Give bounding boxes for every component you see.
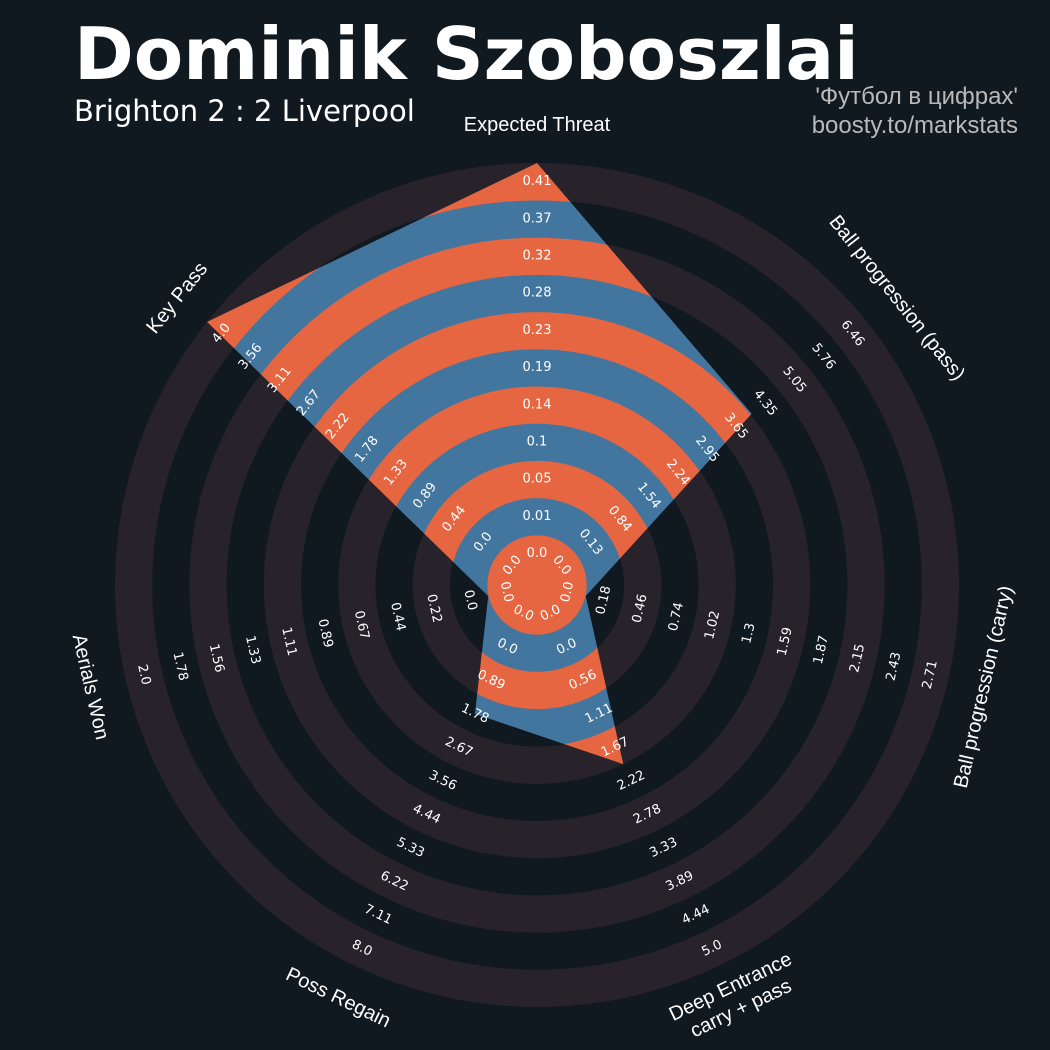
tick-label: 0.44	[387, 601, 408, 633]
tick-label: 0.0	[461, 589, 480, 613]
radar-band	[487, 535, 587, 635]
tick-label: 1.33	[242, 634, 263, 666]
radar-band	[207, 163, 752, 765]
param-label: Key Pass	[142, 258, 212, 338]
credit-line-1: 'Футбол в цифрах'	[815, 83, 1018, 110]
tick-label: 3.56	[426, 768, 459, 794]
tick-label: 4.44	[680, 902, 713, 928]
tick-label: 0.1	[527, 435, 548, 450]
tick-label: 2.43	[883, 651, 904, 683]
tick-label: 3.33	[647, 835, 680, 861]
tick-label: 0.0	[527, 546, 548, 561]
tick-label: 5.33	[394, 835, 427, 861]
tick-label: 0.67	[351, 609, 372, 641]
tick-label: 0.18	[593, 584, 614, 616]
tick-label: 2.15	[847, 642, 868, 674]
match-subtitle: Brighton 2 : 2 Liverpool	[74, 94, 415, 128]
credit-line-2: boosty.to/markstats	[811, 112, 1018, 139]
tick-label: 0.14	[523, 397, 552, 412]
param-label: Ball progression (carry)	[950, 584, 1017, 790]
tick-label: 0.41	[523, 174, 552, 189]
tick-label: 1.56	[206, 642, 227, 674]
param-label: Expected Threat	[464, 114, 611, 136]
tick-label: 0.05	[523, 472, 552, 487]
tick-label: 0.46	[630, 593, 651, 625]
param-label: Aerials Won	[67, 632, 112, 742]
tick-label: 0.32	[523, 249, 552, 264]
tick-label: 4.35	[750, 387, 780, 419]
tick-label: 1.3	[739, 622, 758, 646]
tick-label: 0.37	[523, 211, 552, 226]
radar-band	[207, 199, 752, 765]
tick-label: 0.19	[523, 360, 552, 375]
radar-polygon	[207, 163, 752, 765]
credit: 'Футбол в цифрах' boosty.to/markstats	[812, 82, 1018, 140]
tick-label: 2.71	[920, 659, 941, 691]
tick-label: 5.76	[808, 341, 838, 373]
tick-label: 0.23	[523, 323, 552, 338]
tick-label: 7.11	[362, 902, 395, 928]
tick-label: 1.87	[811, 634, 832, 666]
tick-label: 1.78	[169, 651, 190, 683]
tick-label: 1.59	[775, 626, 796, 658]
tick-label: 0.0	[558, 580, 577, 604]
tick-label: 0.01	[523, 509, 552, 524]
tick-label: 0.89	[315, 618, 336, 650]
tick-label: 2.22	[615, 768, 648, 794]
tick-label: 2.0	[134, 663, 153, 687]
tick-label: 0.74	[666, 601, 687, 633]
tick-label: 0.28	[523, 286, 552, 301]
tick-label: 0.22	[423, 593, 444, 625]
page-title: Dominik Szoboszlai	[74, 12, 859, 96]
tick-label: 0.0	[497, 580, 516, 604]
tick-label: 1.11	[278, 626, 299, 658]
tick-label: 1.02	[702, 609, 723, 641]
